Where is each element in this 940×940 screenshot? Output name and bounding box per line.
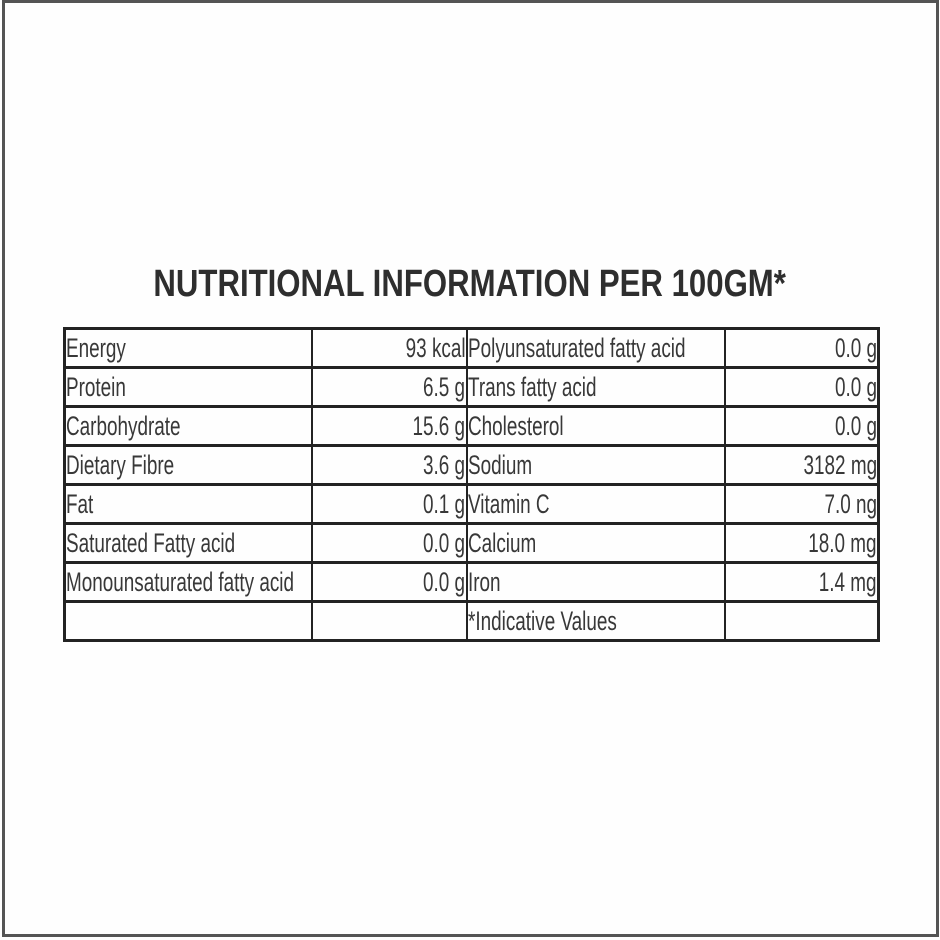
nutrition-table: Energy 93 kcal Polyunsaturated fatty aci… xyxy=(63,327,880,642)
nutrient-value-cell: 15.6 g xyxy=(310,405,468,447)
table-row: Saturated Fatty acid 0.0 g Calcium 18.0 … xyxy=(63,522,880,564)
table-row: Fat 0.1 g Vitamin C 7.0 ng xyxy=(63,483,880,525)
nutrient-value-cell: 3.6 g xyxy=(310,444,468,486)
nutrient-label-cell: Calcium xyxy=(465,522,726,564)
nutrient-value-cell: 0.0 g xyxy=(723,366,880,408)
nutrient-value-cell: 0.0 g xyxy=(310,561,468,603)
nutrient-value-cell: 0.0 g xyxy=(310,522,468,564)
nutrient-value-cell: 6.5 g xyxy=(310,366,468,408)
nutrient-label-cell: Carbohydrate xyxy=(63,405,313,447)
nutrient-value-cell: 3182 mg xyxy=(723,444,880,486)
page-title-text: NUTRITIONAL INFORMATION PER 100GM* xyxy=(153,263,787,305)
nutrient-label-cell: Trans fatty acid xyxy=(465,366,726,408)
empty-cell xyxy=(63,600,313,642)
table-row: Carbohydrate 15.6 g Cholesterol 0.0 g xyxy=(63,405,880,447)
page-title: NUTRITIONAL INFORMATION PER 100GM* xyxy=(0,263,940,306)
table-row: Energy 93 kcal Polyunsaturated fatty aci… xyxy=(63,327,880,369)
nutrient-value-cell: 0.1 g xyxy=(310,483,468,525)
nutrient-value-cell: 1.4 mg xyxy=(723,561,880,603)
nutrient-label-cell: Protein xyxy=(63,366,313,408)
nutrient-value-cell: 0.0 g xyxy=(723,327,880,369)
nutrient-value-cell: 7.0 ng xyxy=(723,483,880,525)
empty-cell xyxy=(310,600,468,642)
nutrient-label-cell: Iron xyxy=(465,561,726,603)
nutrient-label-cell: Sodium xyxy=(465,444,726,486)
nutrient-label-cell: Saturated Fatty acid xyxy=(63,522,313,564)
table-row: Protein 6.5 g Trans fatty acid 0.0 g xyxy=(63,366,880,408)
nutrient-value-cell: 93 kcal xyxy=(310,327,468,369)
table-row: Dietary Fibre 3.6 g Sodium 3182 mg xyxy=(63,444,880,486)
nutrient-label-cell: Fat xyxy=(63,483,313,525)
nutrient-value-cell: 0.0 g xyxy=(723,405,880,447)
empty-cell xyxy=(723,600,880,642)
nutrient-label-cell: Energy xyxy=(63,327,313,369)
nutrient-value-cell: 18.0 mg xyxy=(723,522,880,564)
nutrient-label-cell: Cholesterol xyxy=(465,405,726,447)
nutrient-label-cell: Dietary Fibre xyxy=(63,444,313,486)
footnote-cell: *Indicative Values xyxy=(465,600,726,642)
nutrient-label-cell: Vitamin C xyxy=(465,483,726,525)
table-row: Monounsaturated fatty acid 0.0 g Iron 1.… xyxy=(63,561,880,603)
nutrient-label-cell: Monounsaturated fatty acid xyxy=(63,561,313,603)
table-row-footnote: *Indicative Values xyxy=(63,600,880,642)
nutrient-label-cell: Polyunsaturated fatty acid xyxy=(465,327,726,369)
